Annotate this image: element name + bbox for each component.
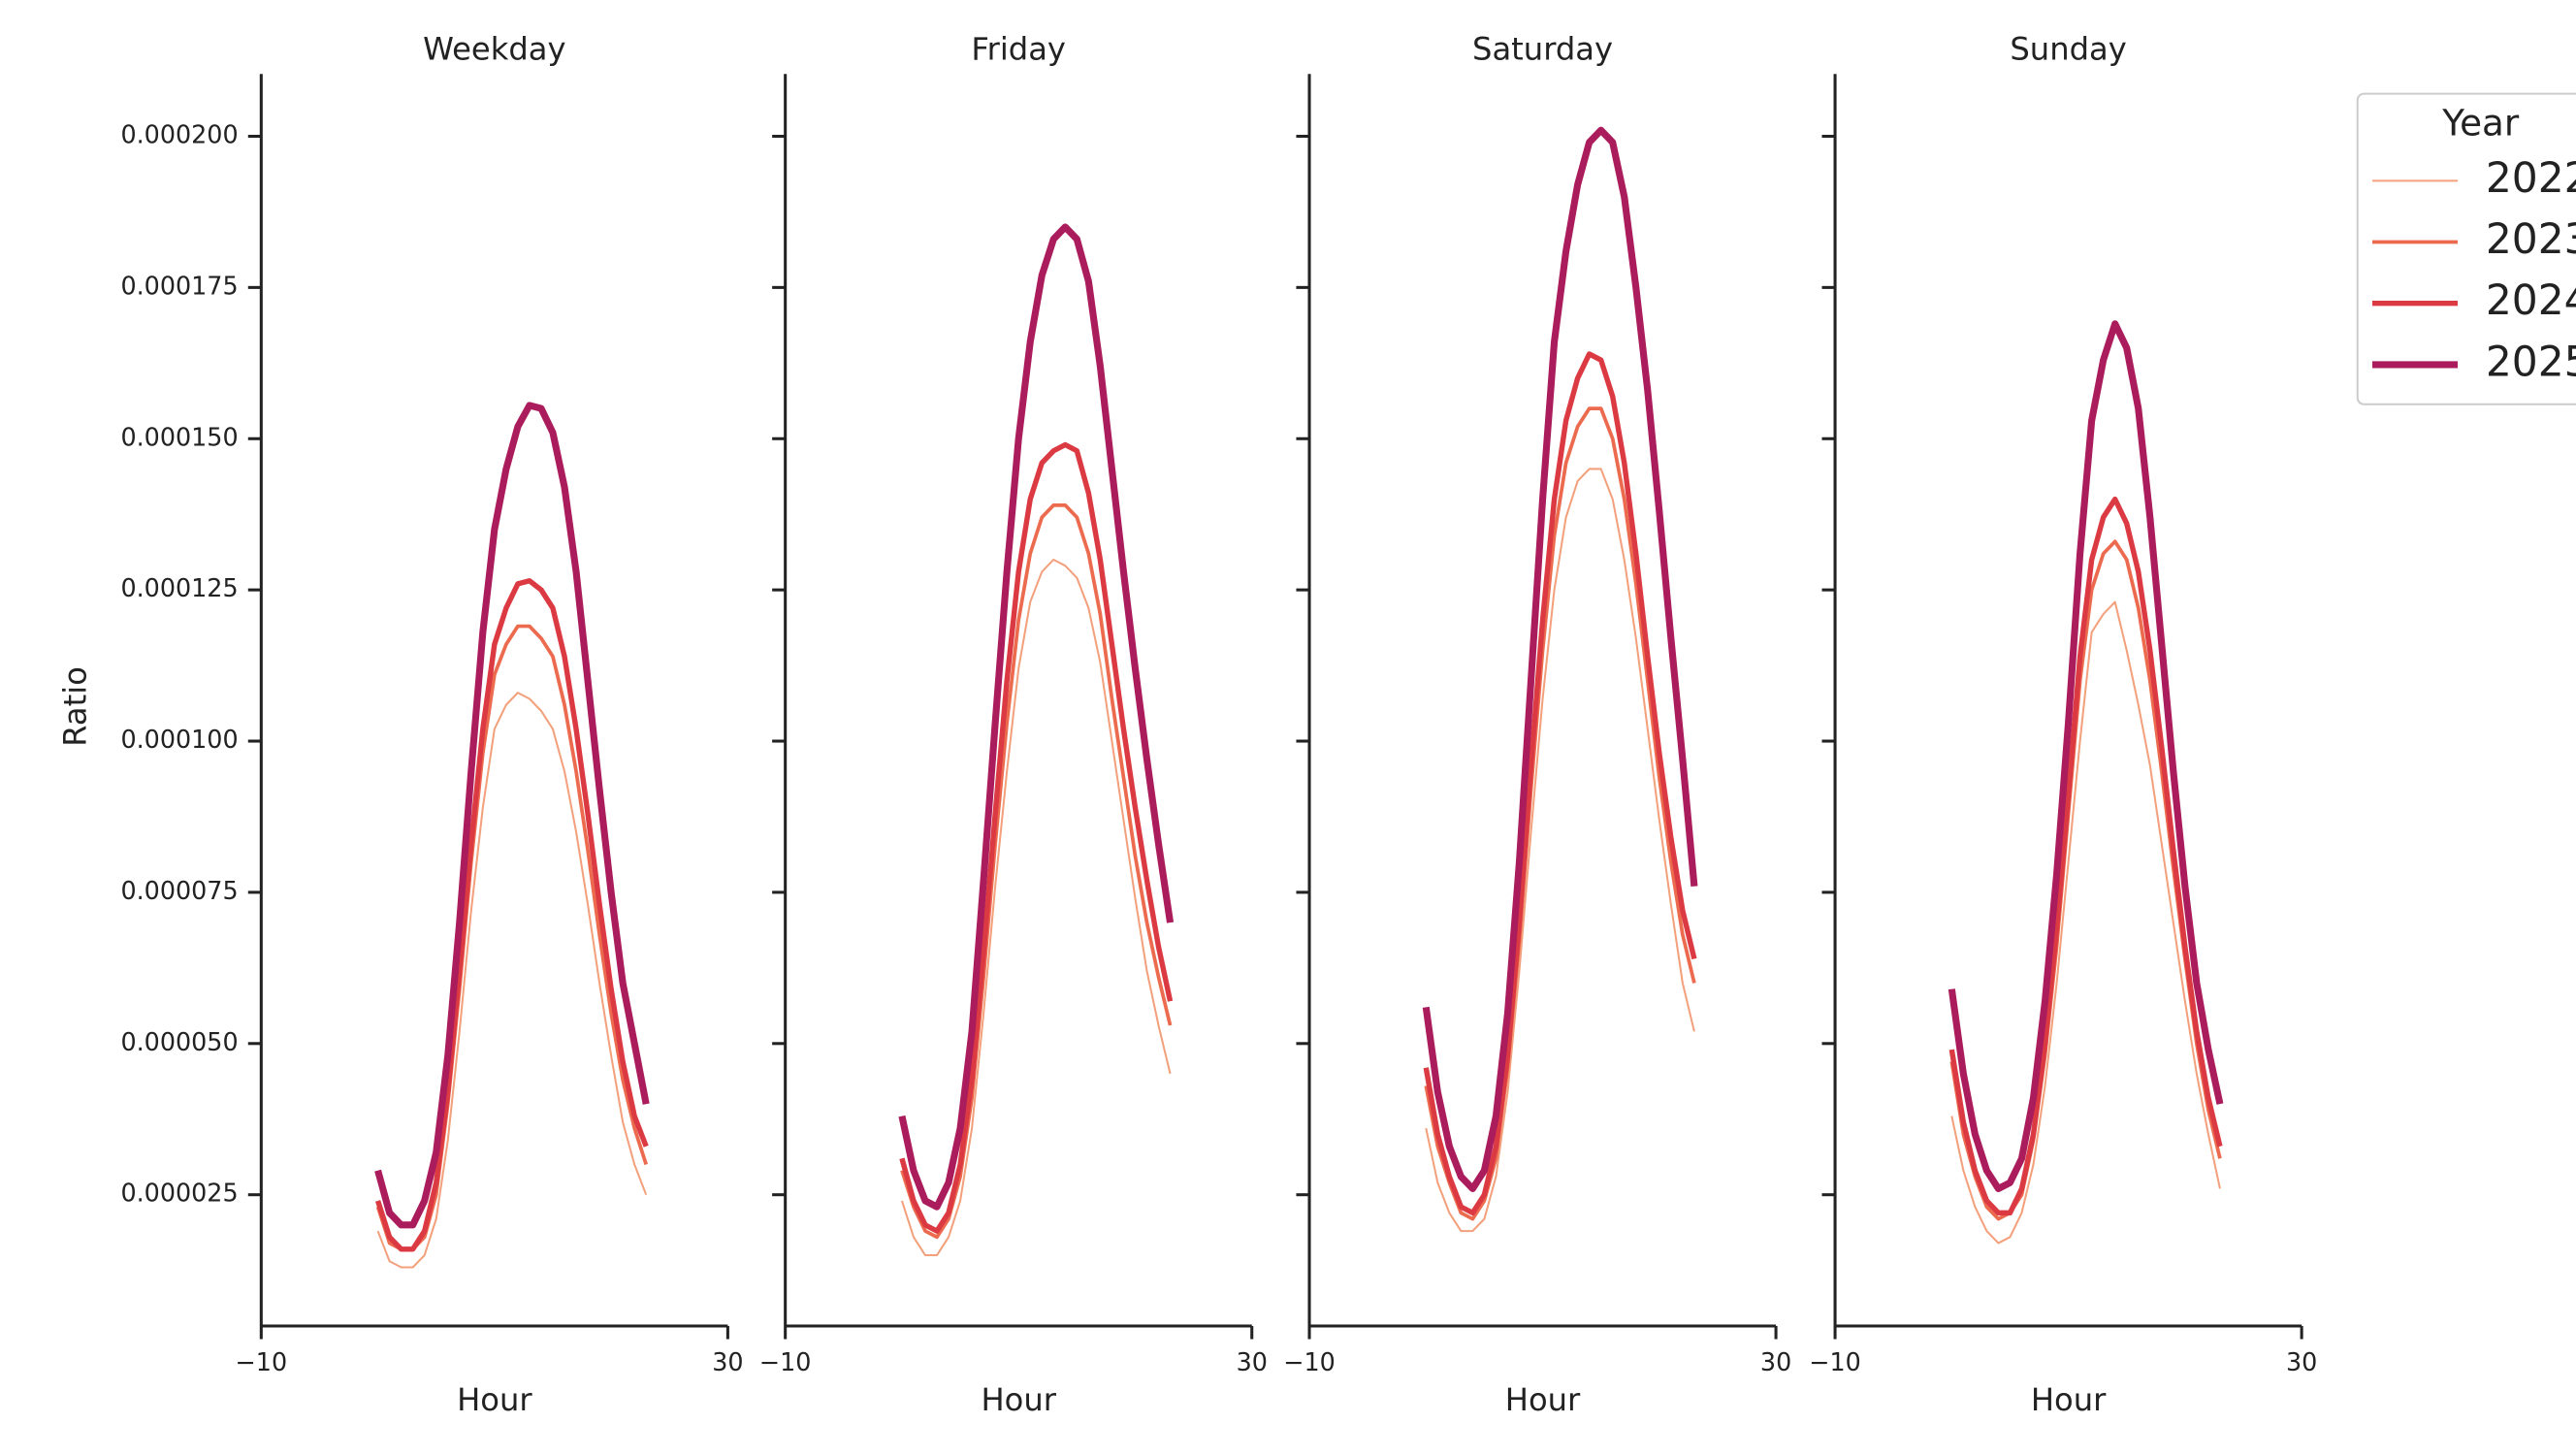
y-tick-label: 0.000025 bbox=[120, 1179, 238, 1208]
x-tick-label: 30 bbox=[2286, 1347, 2317, 1376]
legend-label: 2024 bbox=[2486, 276, 2576, 324]
x-tick-label: −10 bbox=[759, 1347, 812, 1376]
series-line bbox=[1424, 406, 1696, 1221]
series-line bbox=[899, 441, 1174, 1234]
x-tick-label: 30 bbox=[1760, 1347, 1791, 1376]
series-line bbox=[900, 558, 1172, 1257]
y-tick-label: 0.000075 bbox=[120, 876, 238, 905]
y-tick-label: 0.000100 bbox=[120, 725, 238, 754]
series-line bbox=[1423, 351, 1697, 1216]
legend-label: 2023 bbox=[2486, 215, 2576, 263]
x-tick-label: −10 bbox=[1809, 1347, 1861, 1376]
y-axis-label: Ratio bbox=[57, 666, 94, 747]
x-tick-label: −10 bbox=[1283, 1347, 1336, 1376]
x-tick-label: 30 bbox=[1237, 1347, 1268, 1376]
series-line bbox=[1948, 320, 2224, 1193]
legend-box bbox=[2356, 92, 2576, 405]
series-line bbox=[1422, 126, 1698, 1193]
legend-label: 2025 bbox=[2486, 338, 2576, 385]
panel-title: Friday bbox=[971, 31, 1066, 68]
x-axis-label: Hour bbox=[457, 1381, 532, 1418]
series-line bbox=[898, 223, 1175, 1211]
y-tick-label: 0.000200 bbox=[120, 119, 238, 148]
panel-title: Saturday bbox=[1472, 31, 1613, 68]
y-tick-label: 0.000125 bbox=[120, 573, 238, 602]
x-axis-label: Hour bbox=[1505, 1381, 1581, 1418]
series-line bbox=[375, 624, 648, 1251]
x-axis-label: Hour bbox=[2031, 1381, 2107, 1418]
legend-title: Year bbox=[2441, 101, 2520, 144]
series-line bbox=[1949, 539, 2222, 1221]
x-axis-label: Hour bbox=[981, 1381, 1056, 1418]
y-tick-label: 0.000175 bbox=[120, 271, 238, 300]
series-line bbox=[1950, 600, 2221, 1245]
y-tick-label: 0.000050 bbox=[120, 1027, 238, 1056]
x-tick-label: −10 bbox=[236, 1347, 288, 1376]
x-tick-label: 30 bbox=[712, 1347, 743, 1376]
series-line bbox=[374, 402, 650, 1229]
series-line bbox=[375, 578, 649, 1252]
series-line bbox=[376, 692, 648, 1269]
panel-title: Weekday bbox=[423, 31, 565, 68]
panel-title: Sunday bbox=[2010, 31, 2126, 68]
series-line bbox=[1425, 468, 1695, 1233]
y-tick-label: 0.000150 bbox=[120, 422, 238, 451]
series-line bbox=[1948, 496, 2223, 1216]
series-line bbox=[900, 502, 1173, 1240]
